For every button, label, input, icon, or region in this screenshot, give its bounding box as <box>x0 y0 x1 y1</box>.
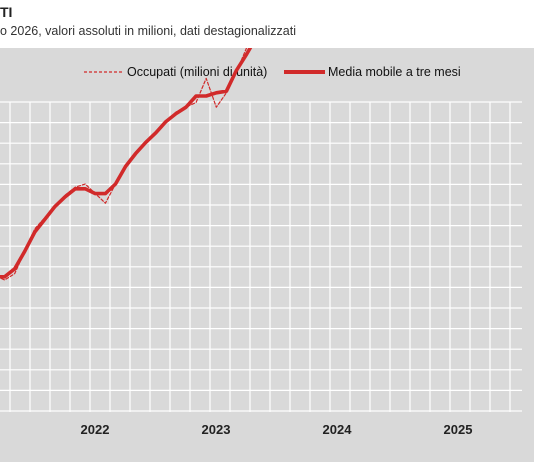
chart-title: TI <box>0 4 13 20</box>
chart-panel: Occupati (milioni di unità) Media mobile… <box>0 48 534 462</box>
chart-subtitle: o 2026, valori assoluti in milioni, dati… <box>0 24 296 38</box>
series-lines <box>0 48 253 281</box>
series-line-occupati <box>0 48 248 281</box>
x-axis-ticks: 2022 2023 2024 2025 <box>81 422 473 437</box>
legend-label-media-mobile: Media mobile a tre mesi <box>328 65 461 79</box>
series-line-media-mobile <box>0 48 253 279</box>
legend-label-occupati: Occupati (milioni di unità) <box>127 65 267 79</box>
x-tick-label-2023: 2023 <box>202 422 231 437</box>
grid-lines <box>0 101 522 412</box>
x-tick-label-2022: 2022 <box>81 422 110 437</box>
line-chart: Occupati (milioni di unità) Media mobile… <box>0 48 522 437</box>
x-tick-label-2024: 2024 <box>323 422 353 437</box>
x-tick-label-2025: 2025 <box>444 422 473 437</box>
legend: Occupati (milioni di unità) Media mobile… <box>84 65 461 79</box>
